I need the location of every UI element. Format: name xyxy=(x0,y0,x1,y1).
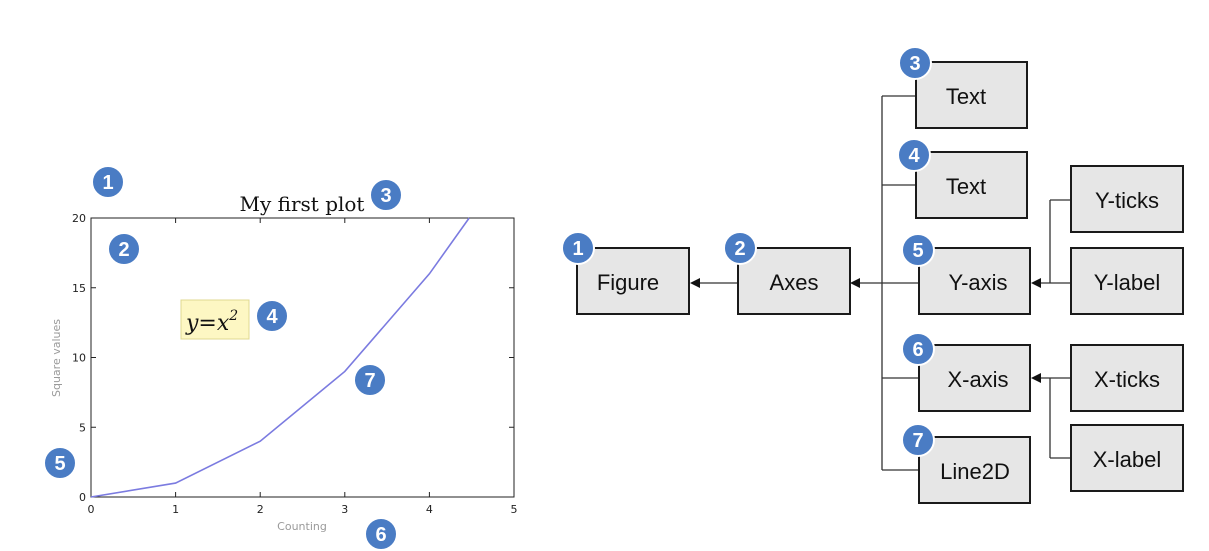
y-tick-label: 20 xyxy=(72,212,86,225)
svg-text:1: 1 xyxy=(102,172,113,194)
svg-text:Y-axis: Y-axis xyxy=(948,270,1007,295)
x-axis-label: Counting xyxy=(277,520,327,533)
node-text-3: Text 3 xyxy=(898,46,1028,129)
y-ticks: 0 5 10 15 20 xyxy=(72,212,514,504)
svg-text:5: 5 xyxy=(54,453,65,475)
node-y-ticks: Y-ticks xyxy=(1070,165,1184,233)
svg-text:2: 2 xyxy=(118,239,129,261)
node-y-axis: Y-axis 5 xyxy=(901,233,1031,315)
node-x-label: X-label xyxy=(1070,424,1184,492)
y-tick-label: 15 xyxy=(72,282,86,295)
title-badge-3: 3 xyxy=(369,178,403,212)
svg-text:X-label: X-label xyxy=(1093,447,1161,472)
x-tick-label: 4 xyxy=(426,503,433,516)
node-axes: Axes 2 xyxy=(723,231,851,315)
axes-badge-2: 2 xyxy=(107,232,141,266)
data-line xyxy=(90,217,470,498)
x-tick-label: 2 xyxy=(257,503,264,516)
svg-text:6: 6 xyxy=(375,524,386,546)
connectors xyxy=(690,95,1071,471)
y-tick-label: 0 xyxy=(79,491,86,504)
node-figure: Figure 1 xyxy=(561,231,690,315)
x-tick-label: 3 xyxy=(341,503,348,516)
figure-badge-1: 1 xyxy=(91,165,125,199)
x-tick-label: 5 xyxy=(511,503,518,516)
svg-text:3: 3 xyxy=(909,53,920,75)
x-ticks: 0 1 2 3 4 5 xyxy=(88,218,518,516)
xaxis-badge-6: 6 xyxy=(364,517,398,551)
svg-text:4: 4 xyxy=(908,145,920,167)
node-x-axis: X-axis 6 xyxy=(901,332,1031,412)
svg-text:7: 7 xyxy=(364,370,375,392)
y-tick-label: 5 xyxy=(79,421,86,434)
svg-text:2: 2 xyxy=(734,238,745,260)
svg-text:7: 7 xyxy=(912,430,923,452)
node-text-4: Text 4 xyxy=(897,138,1028,219)
svg-text:Figure: Figure xyxy=(597,270,659,295)
node-x-ticks: X-ticks xyxy=(1070,344,1184,412)
svg-text:6: 6 xyxy=(912,339,923,361)
svg-text:1: 1 xyxy=(572,238,583,260)
plot-title: My first plot xyxy=(240,192,365,216)
svg-text:Y-ticks: Y-ticks xyxy=(1095,188,1159,213)
node-line2d: Line2D 7 xyxy=(901,423,1031,504)
y-axis-label: Square values xyxy=(50,319,63,397)
x-tick-label: 1 xyxy=(172,503,179,516)
svg-text:Line2D: Line2D xyxy=(940,459,1010,484)
formula-box xyxy=(180,299,250,340)
formula-badge-4: 4 xyxy=(255,299,289,333)
line-badge-7: 7 xyxy=(353,363,387,397)
svg-text:Axes: Axes xyxy=(770,270,819,295)
svg-text:3: 3 xyxy=(380,185,391,207)
svg-text:5: 5 xyxy=(912,240,923,262)
svg-text:Text: Text xyxy=(946,84,986,109)
x-tick-label: 0 xyxy=(88,503,95,516)
svg-text:4: 4 xyxy=(266,306,278,328)
yaxis-badge-5: 5 xyxy=(43,446,77,480)
svg-text:X-axis: X-axis xyxy=(947,367,1008,392)
svg-text:X-ticks: X-ticks xyxy=(1094,367,1160,392)
svg-text:Y-label: Y-label xyxy=(1094,270,1160,295)
svg-text:Text: Text xyxy=(946,174,986,199)
y-tick-label: 10 xyxy=(72,352,86,365)
node-y-label: Y-label xyxy=(1070,247,1184,315)
formula-text: y=x2 xyxy=(185,308,238,336)
